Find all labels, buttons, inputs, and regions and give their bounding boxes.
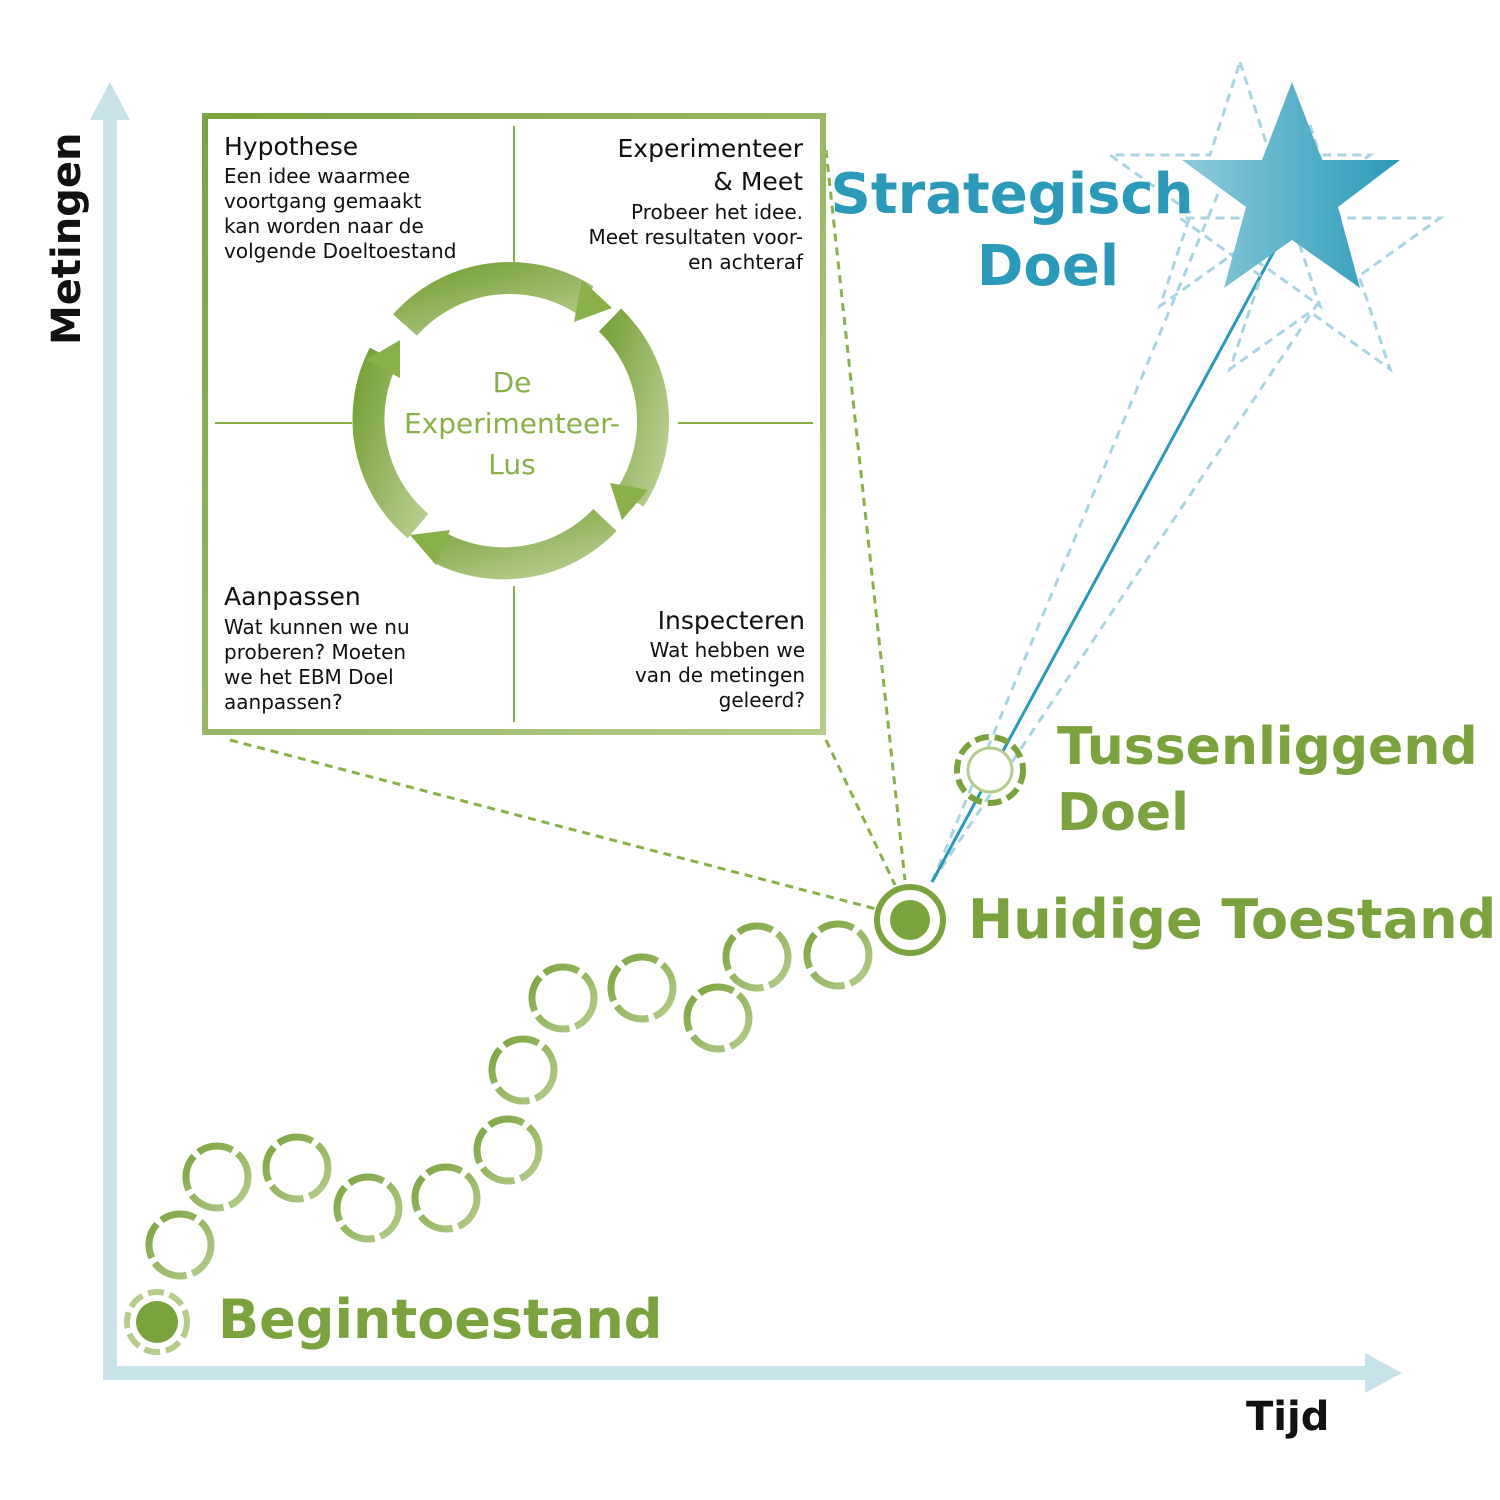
iteration-ring [182, 1142, 252, 1212]
inspect-title: Inspecteren [658, 606, 805, 635]
y-axis-label: Metingen [44, 133, 90, 345]
iteration-ring [722, 922, 792, 992]
adapt-title: Aanpassen [224, 582, 361, 611]
hypothesis-line4: volgende Doeltoestand [224, 239, 456, 263]
experiment-line1: Probeer het idee. [631, 200, 803, 224]
start-state-label: Begintoestand [218, 1288, 662, 1351]
hypothesis-line2: voortgang gemaakt [224, 189, 422, 213]
adapt-line3: we het EBM Doel [224, 665, 394, 689]
current-state-marker [874, 884, 946, 956]
iteration-ring [803, 920, 873, 990]
iteration-ring [333, 1173, 403, 1243]
intermediate-goal-label-line1: Tussenliggend [1057, 717, 1478, 777]
iteration-ring [473, 1115, 543, 1185]
start-state-marker [124, 1289, 190, 1355]
current-state-label: Huidige Toestand [968, 888, 1496, 951]
iteration-ring [411, 1163, 481, 1233]
experiment-title-line2: & Meet [713, 167, 803, 196]
intermediate-goal-marker [954, 734, 1026, 806]
loop-center-label-line1: De [493, 366, 532, 399]
zoom-lines [229, 149, 907, 912]
iteration-path [145, 920, 873, 1280]
inspect-line3: geleerd? [719, 688, 805, 712]
iteration-ring [262, 1133, 332, 1203]
y-axis [90, 82, 130, 1380]
cycle-arrowheads [366, 280, 648, 565]
cycle-arrows-icon [352, 262, 670, 580]
strategic-goal-label-line1: Strategisch [831, 162, 1194, 227]
adapt-line4: aanpassen? [224, 690, 343, 714]
star-icon [1182, 82, 1400, 288]
iteration-ring [607, 953, 677, 1023]
loop-center-label-line3: Lus [488, 448, 535, 481]
iteration-ring [488, 1035, 558, 1105]
experiment-loop-panel: De Experimenteer- Lus Hypothese Een idee… [202, 113, 826, 735]
hypothesis-line1: Een idee waarmee [224, 164, 410, 188]
experiment-title-line1: Experimenteer [618, 134, 804, 163]
iteration-ring [145, 1210, 215, 1280]
experiment-line3: en achteraf [688, 250, 804, 274]
x-axis [103, 1353, 1402, 1393]
x-axis-label: Tijd [1246, 1394, 1329, 1440]
loop-center-label-line2: Experimenteer- [404, 407, 620, 440]
inspect-line2: van de metingen [635, 663, 805, 687]
adapt-line2: proberen? Moeten [224, 640, 406, 664]
iteration-ring [683, 983, 753, 1053]
strategic-goal-label-line2: Doel [977, 234, 1119, 299]
inspect-line1: Wat hebben we [650, 638, 805, 662]
experiment-line2: Meet resultaten voor- [588, 225, 803, 249]
hypothesis-title: Hypothese [224, 132, 358, 161]
adapt-line1: Wat kunnen we nu [224, 615, 410, 639]
intermediate-goal-label-line2: Doel [1057, 783, 1189, 843]
hypothesis-line3: kan worden naar de [224, 214, 424, 238]
iteration-ring [528, 963, 598, 1033]
